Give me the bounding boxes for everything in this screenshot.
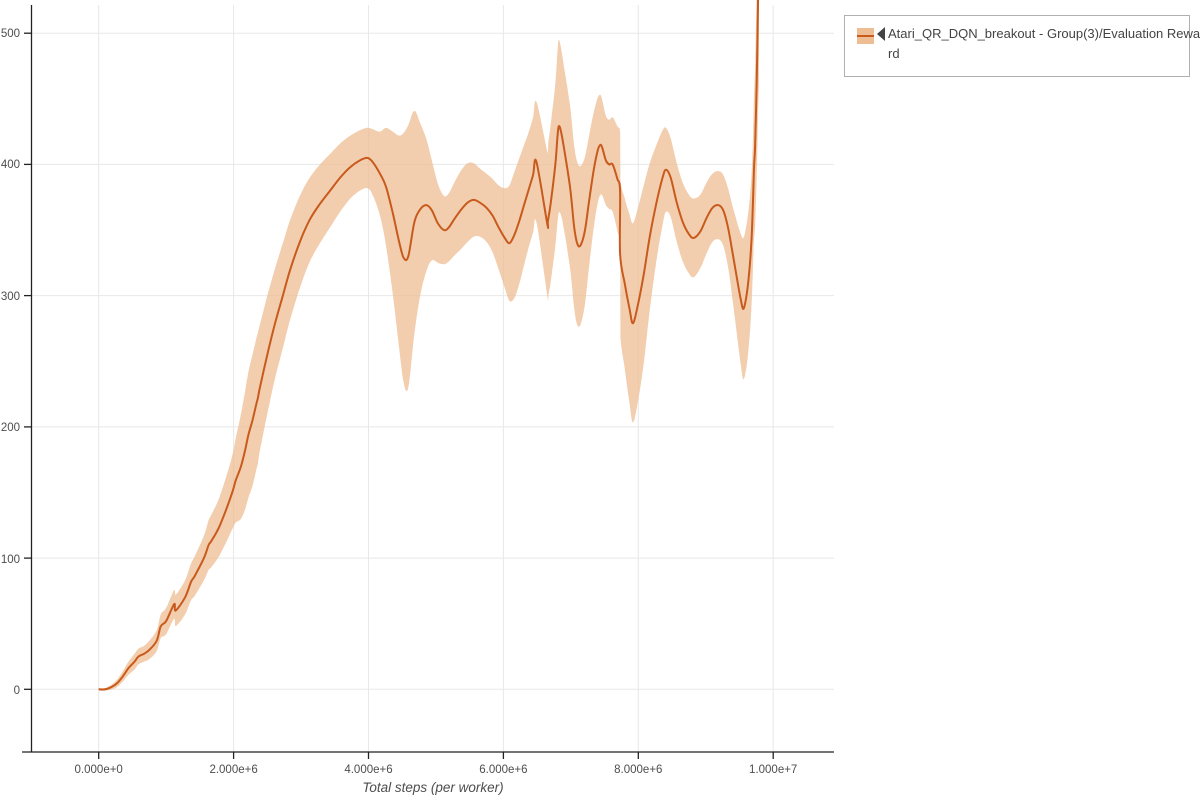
svg-text:300: 300: [1, 291, 20, 303]
svg-text:0.000e+0: 0.000e+0: [75, 764, 123, 776]
svg-text:400: 400: [1, 159, 20, 171]
svg-text:0: 0: [14, 685, 20, 697]
svg-text:100: 100: [1, 554, 20, 566]
svg-text:500: 500: [1, 28, 20, 40]
svg-text:4.000e+6: 4.000e+6: [344, 764, 392, 776]
svg-text:2.000e+6: 2.000e+6: [209, 764, 257, 776]
svg-text:6.000e+6: 6.000e+6: [479, 764, 527, 776]
svg-text:Total steps (per worker): Total steps (per worker): [362, 780, 503, 795]
svg-text:8.000e+6: 8.000e+6: [614, 764, 662, 776]
svg-text:1.000e+7: 1.000e+7: [749, 764, 797, 776]
svg-text:200: 200: [1, 422, 20, 434]
